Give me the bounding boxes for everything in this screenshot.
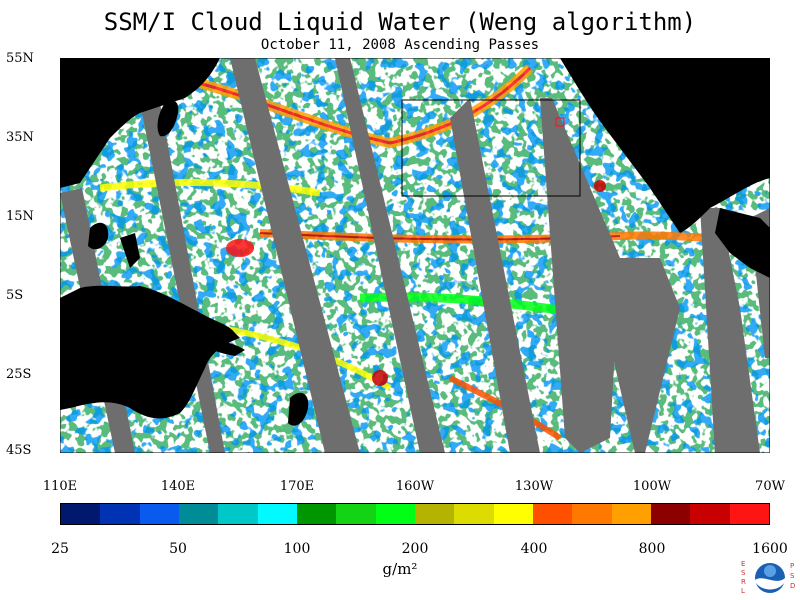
lon-tick-70w: 70W: [755, 479, 785, 494]
colorbar-label-100: 100: [283, 541, 311, 557]
colorbar-swatch: [690, 504, 730, 524]
map-svg: [60, 58, 770, 453]
lon-tick-130w: 130W: [514, 479, 554, 494]
lat-tick-5s: 5S: [6, 288, 24, 303]
map-plot: [60, 58, 770, 453]
region-marker: [555, 117, 565, 127]
lat-tick-15n: 15N: [6, 209, 34, 224]
logo-letter-p: P: [790, 562, 794, 570]
colorbar-swatch: [336, 504, 376, 524]
colorbar-swatch: [611, 504, 651, 524]
map-subtitle: October 11, 2008 Ascending Passes: [260, 37, 540, 53]
colorbar-swatch: [100, 504, 140, 524]
no-data-swaths: [60, 58, 770, 453]
colorbar-swatch: [414, 504, 455, 524]
colorbar-swatch: [178, 504, 219, 524]
land-masses: [60, 58, 770, 426]
lat-tick-55n: 55N: [6, 51, 34, 66]
lon-tick-160w: 160W: [395, 479, 435, 494]
lon-tick-170e: 170E: [279, 479, 315, 494]
colorbar-swatch: [532, 504, 573, 524]
lat-tick-45s: 45S: [6, 443, 32, 458]
colorbar-swatch: [493, 504, 533, 524]
colorbar-label-400: 400: [520, 541, 548, 557]
colorbar-swatch: [296, 504, 337, 524]
lon-tick-100w: 100W: [632, 479, 672, 494]
noaa-esrl-logo: E S R L P S D: [741, 560, 795, 595]
colorbar-label-1600: 1600: [752, 541, 788, 557]
colorbar-swatch: [375, 504, 415, 524]
colorbar-swatch: [729, 504, 769, 524]
lon-tick-140e: 140E: [160, 479, 196, 494]
colorbar-swatch: [139, 504, 179, 524]
map-title: SSM/I Cloud Liquid Water (Weng algorithm…: [103, 8, 697, 36]
logo-letter-s: S: [741, 569, 746, 577]
colorbar-label-50: 50: [169, 541, 187, 557]
colorbar-swatch: [572, 504, 612, 524]
colorbar: [60, 503, 770, 525]
logo-letter-l: L: [741, 587, 745, 595]
region-box: [401, 99, 581, 197]
logo-letter-e: E: [741, 560, 745, 568]
colorbar-label-25: 25: [51, 541, 69, 557]
colorbar-label-800: 800: [638, 541, 666, 557]
colorbar-swatch: [218, 504, 258, 524]
logo-letter-s2: S: [790, 572, 795, 580]
logo-letter-r: R: [741, 578, 746, 586]
colorbar-swatch: [257, 504, 297, 524]
logo-letter-d: D: [790, 582, 795, 590]
lat-tick-35n: 35N: [6, 130, 34, 145]
colorbar-label-200: 200: [401, 541, 429, 557]
lon-tick-110e: 110E: [42, 479, 78, 494]
lat-tick-25s: 25S: [6, 367, 32, 382]
unit-label: g/m²: [382, 560, 418, 578]
colorbar-swatch: [454, 504, 494, 524]
colorbar-swatch: [650, 504, 691, 524]
colorbar-swatch: [61, 504, 101, 524]
